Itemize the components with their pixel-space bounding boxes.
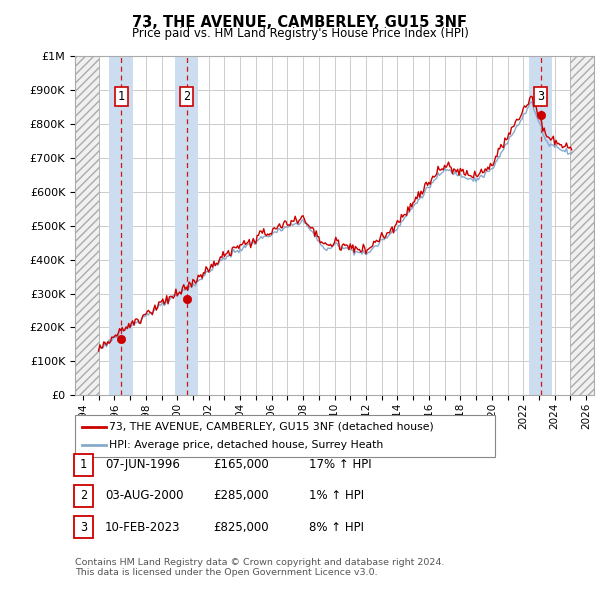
Text: Price paid vs. HM Land Registry's House Price Index (HPI): Price paid vs. HM Land Registry's House …	[131, 27, 469, 40]
Text: 73, THE AVENUE, CAMBERLEY, GU15 3NF (detached house): 73, THE AVENUE, CAMBERLEY, GU15 3NF (det…	[109, 422, 434, 432]
Text: £165,000: £165,000	[213, 458, 269, 471]
Text: 10-FEB-2023: 10-FEB-2023	[105, 520, 181, 534]
Text: 3: 3	[537, 90, 544, 103]
Text: 1: 1	[118, 90, 125, 103]
Text: 03-AUG-2000: 03-AUG-2000	[105, 489, 184, 503]
Text: 2: 2	[183, 90, 190, 103]
Bar	[529, 56, 553, 395]
Bar	[75, 56, 98, 395]
Bar	[109, 56, 133, 395]
Bar	[175, 56, 199, 395]
Text: Contains HM Land Registry data © Crown copyright and database right 2024.
This d: Contains HM Land Registry data © Crown c…	[75, 558, 445, 577]
Text: HPI: Average price, detached house, Surrey Heath: HPI: Average price, detached house, Surr…	[109, 440, 383, 450]
Text: 07-JUN-1996: 07-JUN-1996	[105, 458, 180, 471]
Text: £825,000: £825,000	[213, 520, 269, 534]
Text: £285,000: £285,000	[213, 489, 269, 503]
Text: 2: 2	[80, 489, 87, 503]
Bar	[571, 56, 594, 395]
Text: 8% ↑ HPI: 8% ↑ HPI	[309, 520, 364, 534]
Text: 17% ↑ HPI: 17% ↑ HPI	[309, 458, 371, 471]
Text: 3: 3	[80, 520, 87, 534]
Text: 73, THE AVENUE, CAMBERLEY, GU15 3NF: 73, THE AVENUE, CAMBERLEY, GU15 3NF	[133, 15, 467, 30]
Text: 1% ↑ HPI: 1% ↑ HPI	[309, 489, 364, 503]
Text: 1: 1	[80, 458, 87, 471]
